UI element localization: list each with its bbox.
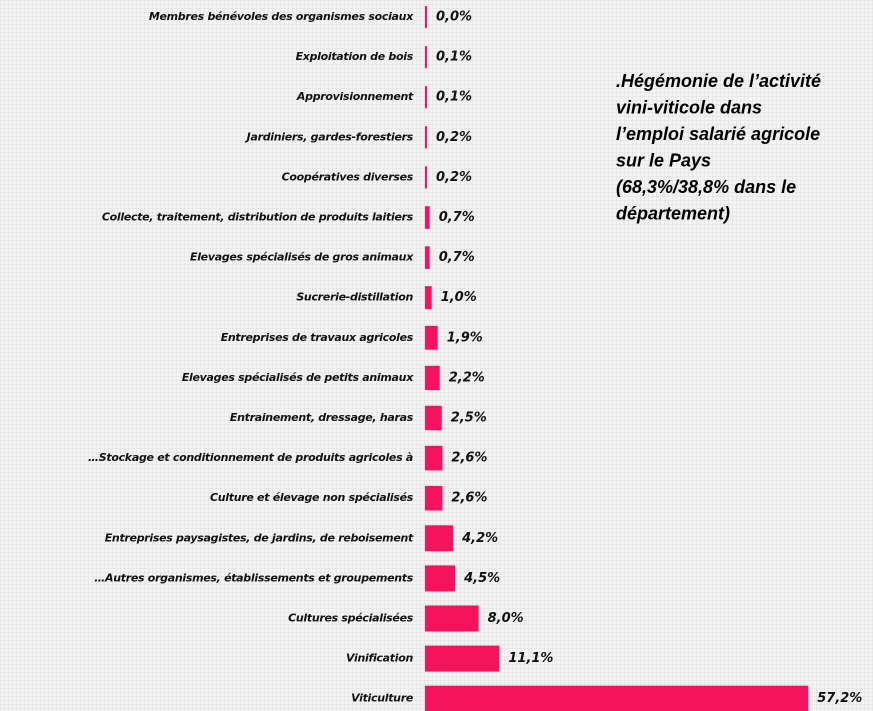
value-label: 0,2% (436, 130, 472, 145)
value-label: 0,7% (439, 250, 475, 265)
bar (425, 605, 479, 632)
annotation: sur le Pays (616, 150, 711, 170)
annotation: vini-viticole dans (616, 97, 762, 117)
value-label: 2,6% (451, 451, 487, 466)
category-label: Sucrerie-distillation (296, 291, 413, 304)
value-label: 0,1% (436, 90, 472, 105)
bar (425, 365, 440, 390)
value-label: 0,7% (439, 210, 475, 225)
value-label: 0,1% (436, 50, 472, 65)
bar (425, 286, 432, 310)
annotation: (68,3%/38,8% dans le (616, 177, 796, 197)
bar (425, 166, 427, 189)
bar (425, 86, 427, 109)
bar (425, 206, 430, 229)
bar (425, 46, 427, 69)
value-label: 2,6% (451, 491, 487, 506)
value-label: 1,0% (441, 290, 477, 305)
value-label: 2,2% (449, 370, 485, 385)
value-label: 57,2% (817, 691, 862, 706)
bar (425, 645, 500, 672)
category-label: Entreprises paysagistes, de jardins, de … (105, 531, 414, 544)
value-label: 1,9% (447, 330, 483, 345)
category-label: Viticulture (351, 692, 414, 705)
value-label: 4,2% (461, 531, 498, 546)
bar (425, 565, 456, 592)
bar (425, 126, 427, 149)
value-label: 4,5% (463, 571, 500, 586)
bar (425, 6, 427, 28)
bar (425, 246, 430, 269)
annotation: l’emploi salarié agricole (616, 124, 820, 144)
category-label: Entrainement, dressage, haras (230, 411, 414, 424)
category-label: Culture et élevage non spécialisés (210, 491, 414, 504)
value-label: 8,0% (488, 611, 524, 626)
category-label: Membres bénévoles des organismes sociaux (149, 10, 414, 23)
value-label: 2,5% (451, 411, 487, 426)
category-label: Vinification (346, 652, 413, 665)
bar (425, 525, 454, 552)
category-label: Elevages spécialisés de gros animaux (190, 251, 414, 264)
value-label: 0,0% (436, 10, 472, 25)
category-label: Approvisionnement (296, 90, 414, 103)
category-label: …Autres organismes, établissements et gr… (94, 571, 413, 584)
bar (425, 325, 438, 350)
bar (425, 685, 809, 711)
value-label: 0,2% (436, 170, 472, 185)
category-label: Exploitation de bois (296, 50, 414, 63)
bar (425, 405, 442, 431)
annotation: département) (616, 203, 730, 223)
annotation: .Hégémonie de l’activité (616, 71, 821, 91)
category-label: Cultures spécialisées (288, 612, 414, 625)
value-label: 11,1% (508, 651, 553, 666)
bar (425, 445, 443, 471)
category-label: Elevages spécialisés de petits animaux (182, 371, 414, 384)
category-label: …Stockage et conditionnement de produits… (88, 451, 413, 464)
category-label: Coopératives diverses (282, 170, 414, 183)
category-label: Entreprises de travaux agricoles (221, 331, 414, 344)
category-label: Collecte, traitement, distribution de pr… (102, 211, 414, 224)
category-label: Jardiniers, gardes-forestiers (245, 130, 414, 143)
bar (425, 485, 443, 511)
